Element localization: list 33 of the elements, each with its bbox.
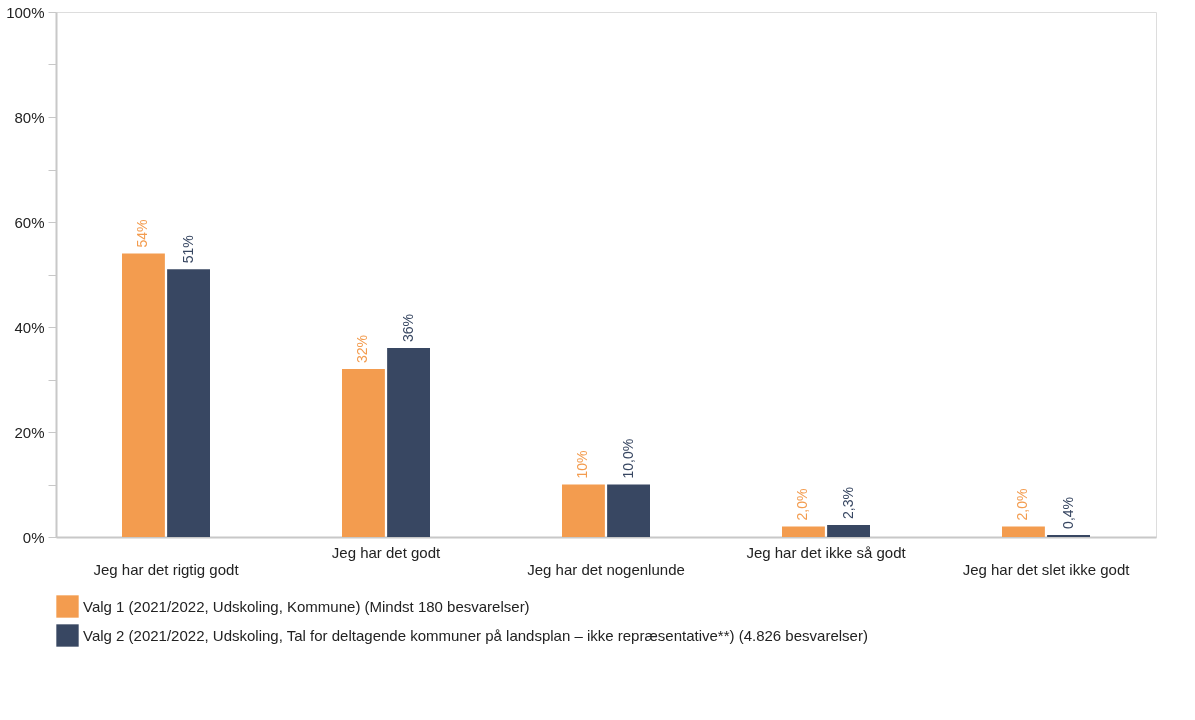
x-tick-label: Jeg har det rigtig godt (93, 560, 240, 578)
data-label: 36% (399, 313, 416, 342)
y-tick-label: 100% (6, 3, 45, 21)
data-label: 2,0% (794, 488, 811, 521)
bar (1047, 534, 1090, 537)
bar (342, 369, 385, 537)
data-label: 10,0% (619, 438, 636, 479)
data-label: 10% (574, 450, 591, 479)
x-tick-label: Jeg har det ikke så godt (746, 543, 907, 561)
bar (562, 484, 605, 537)
data-label: 0,4% (1059, 496, 1076, 529)
bar (607, 484, 650, 537)
data-label: 32% (354, 334, 371, 363)
y-tick-label: 40% (14, 318, 45, 336)
y-tick-label: 60% (14, 213, 45, 231)
bar (1002, 526, 1045, 537)
y-tick-label: 80% (14, 108, 45, 126)
data-label: 2,0% (1014, 488, 1031, 521)
bar (122, 253, 165, 537)
bar (387, 348, 430, 537)
data-label: 2,3% (839, 487, 856, 519)
y-tick-label: 0% (22, 528, 45, 546)
x-tick-label: Jeg har det slet ikke godt (962, 560, 1131, 578)
bar (827, 524, 870, 537)
x-tick-label: Jeg har det godt (331, 543, 442, 561)
data-label: 54% (134, 219, 151, 248)
data-label: 51% (179, 235, 196, 264)
y-tick-label: 20% (14, 423, 45, 441)
bar (782, 526, 825, 537)
bar (167, 269, 210, 537)
x-tick-label: Jeg har det nogenlunde (527, 560, 685, 578)
legend-label: Valg 2 (2021/2022, Udskoling, Tal for deltagende kommuner på landsplan – ikke repræsentative**) (4.826 besvarelser) (83, 626, 868, 644)
legend-label: Valg 1 (2021/2022, Udskoling, Kommune) (Mindst 180 besvarelser) (83, 597, 530, 615)
